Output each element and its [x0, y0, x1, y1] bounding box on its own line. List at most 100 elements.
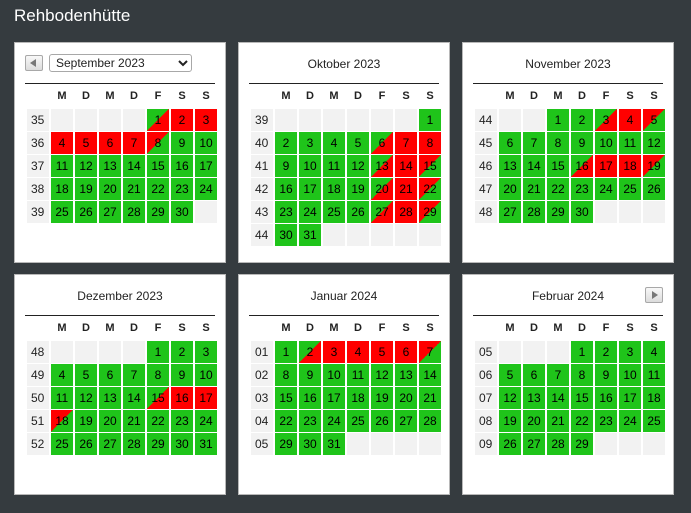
day-cell[interactable]: 15 [147, 155, 169, 177]
day-cell[interactable]: 17 [323, 387, 345, 409]
day-cell[interactable]: 10 [195, 132, 217, 154]
day-cell[interactable]: 16 [571, 155, 593, 177]
day-cell[interactable]: 10 [323, 364, 345, 386]
day-cell[interactable]: 28 [419, 410, 441, 432]
day-cell[interactable]: 12 [643, 132, 665, 154]
day-cell[interactable]: 14 [419, 364, 441, 386]
day-cell[interactable]: 20 [395, 387, 417, 409]
day-cell[interactable]: 26 [75, 433, 97, 455]
day-cell[interactable]: 9 [299, 364, 321, 386]
day-cell[interactable]: 1 [275, 341, 297, 363]
day-cell[interactable]: 17 [299, 178, 321, 200]
day-cell[interactable]: 3 [299, 132, 321, 154]
day-cell[interactable]: 27 [523, 433, 545, 455]
day-cell[interactable]: 18 [347, 387, 369, 409]
day-cell[interactable]: 13 [395, 364, 417, 386]
day-cell[interactable]: 4 [643, 341, 665, 363]
day-cell[interactable]: 23 [275, 201, 297, 223]
day-cell[interactable]: 16 [171, 155, 193, 177]
day-cell[interactable]: 13 [99, 155, 121, 177]
day-cell[interactable]: 21 [419, 387, 441, 409]
day-cell[interactable]: 23 [171, 410, 193, 432]
day-cell[interactable]: 14 [123, 155, 145, 177]
day-cell[interactable]: 11 [323, 155, 345, 177]
day-cell[interactable]: 1 [571, 341, 593, 363]
day-cell[interactable]: 24 [195, 178, 217, 200]
day-cell[interactable]: 4 [323, 132, 345, 154]
day-cell[interactable]: 9 [171, 364, 193, 386]
day-cell[interactable]: 5 [499, 364, 521, 386]
day-cell[interactable]: 19 [371, 387, 393, 409]
day-cell[interactable]: 27 [395, 410, 417, 432]
day-cell[interactable]: 12 [347, 155, 369, 177]
day-cell[interactable]: 21 [523, 178, 545, 200]
day-cell[interactable]: 17 [619, 387, 641, 409]
day-cell[interactable]: 23 [595, 410, 617, 432]
day-cell[interactable]: 11 [643, 364, 665, 386]
day-cell[interactable]: 14 [123, 387, 145, 409]
day-cell[interactable]: 15 [547, 155, 569, 177]
day-cell[interactable]: 29 [571, 433, 593, 455]
day-cell[interactable]: 19 [75, 410, 97, 432]
day-cell[interactable]: 20 [371, 178, 393, 200]
day-cell[interactable]: 9 [171, 132, 193, 154]
day-cell[interactable]: 26 [347, 201, 369, 223]
day-cell[interactable]: 1 [547, 109, 569, 131]
day-cell[interactable]: 8 [571, 364, 593, 386]
day-cell[interactable]: 27 [499, 201, 521, 223]
day-cell[interactable]: 21 [547, 410, 569, 432]
day-cell[interactable]: 27 [371, 201, 393, 223]
day-cell[interactable]: 28 [123, 433, 145, 455]
day-cell[interactable]: 7 [523, 132, 545, 154]
day-cell[interactable]: 11 [619, 132, 641, 154]
day-cell[interactable]: 10 [619, 364, 641, 386]
day-cell[interactable]: 4 [51, 364, 73, 386]
day-cell[interactable]: 8 [147, 132, 169, 154]
day-cell[interactable]: 19 [75, 178, 97, 200]
day-cell[interactable]: 15 [419, 155, 441, 177]
day-cell[interactable]: 30 [171, 201, 193, 223]
day-cell[interactable]: 10 [595, 132, 617, 154]
day-cell[interactable]: 1 [147, 341, 169, 363]
day-cell[interactable]: 12 [499, 387, 521, 409]
day-cell[interactable]: 25 [51, 433, 73, 455]
day-cell[interactable]: 11 [51, 155, 73, 177]
day-cell[interactable]: 26 [499, 433, 521, 455]
day-cell[interactable]: 2 [595, 341, 617, 363]
day-cell[interactable]: 6 [99, 364, 121, 386]
day-cell[interactable]: 6 [523, 364, 545, 386]
day-cell[interactable]: 16 [275, 178, 297, 200]
day-cell[interactable]: 29 [275, 433, 297, 455]
day-cell[interactable]: 3 [195, 341, 217, 363]
day-cell[interactable]: 26 [371, 410, 393, 432]
day-cell[interactable]: 31 [299, 224, 321, 246]
day-cell[interactable]: 15 [275, 387, 297, 409]
month-select[interactable]: September 2023 [49, 54, 192, 72]
day-cell[interactable]: 12 [371, 364, 393, 386]
day-cell[interactable]: 29 [419, 201, 441, 223]
day-cell[interactable]: 23 [171, 178, 193, 200]
day-cell[interactable]: 24 [323, 410, 345, 432]
day-cell[interactable]: 22 [147, 178, 169, 200]
day-cell[interactable]: 19 [347, 178, 369, 200]
day-cell[interactable]: 25 [51, 201, 73, 223]
day-cell[interactable]: 1 [419, 109, 441, 131]
day-cell[interactable]: 18 [323, 178, 345, 200]
day-cell[interactable]: 23 [299, 410, 321, 432]
day-cell[interactable]: 29 [147, 433, 169, 455]
day-cell[interactable]: 29 [547, 201, 569, 223]
day-cell[interactable]: 19 [499, 410, 521, 432]
day-cell[interactable]: 29 [147, 201, 169, 223]
day-cell[interactable]: 31 [323, 433, 345, 455]
day-cell[interactable]: 3 [619, 341, 641, 363]
day-cell[interactable]: 14 [523, 155, 545, 177]
day-cell[interactable]: 5 [643, 109, 665, 131]
day-cell[interactable]: 18 [51, 410, 73, 432]
day-cell[interactable]: 5 [75, 364, 97, 386]
day-cell[interactable]: 26 [643, 178, 665, 200]
day-cell[interactable]: 9 [571, 132, 593, 154]
day-cell[interactable]: 30 [275, 224, 297, 246]
day-cell[interactable]: 27 [99, 201, 121, 223]
day-cell[interactable]: 18 [643, 387, 665, 409]
day-cell[interactable]: 10 [299, 155, 321, 177]
